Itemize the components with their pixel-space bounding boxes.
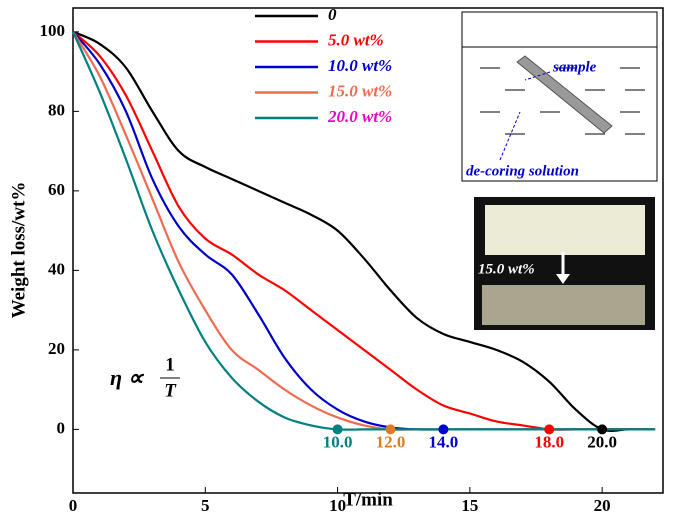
x-tick-label: 0 xyxy=(69,496,78,511)
end-marker-label: 10.0 xyxy=(323,432,353,451)
end-marker-label: 20.0 xyxy=(587,432,617,451)
inset-photo: 15.0 wt% xyxy=(474,197,655,330)
y-tick-label: 80 xyxy=(48,100,65,119)
formula: η ∝ 1 T xyxy=(110,354,180,401)
legend-label: 10.0 wt% xyxy=(328,56,392,75)
x-tick-label: 10 xyxy=(329,496,346,511)
end-marker-label: 12.0 xyxy=(376,432,406,451)
legend-label: 15.0 wt% xyxy=(328,81,392,100)
solution-label: de-coring solution xyxy=(466,163,579,179)
sample-label: sample xyxy=(552,59,597,75)
legend-label: 0 xyxy=(328,5,337,24)
legend-label: 5.0 wt% xyxy=(328,30,384,49)
x-axis-label: T/min xyxy=(343,489,393,510)
inset-diagram: sample de-coring solution xyxy=(462,12,657,181)
photo-after xyxy=(482,285,645,325)
y-tick-label: 40 xyxy=(48,259,65,278)
end-marker-label: 18.0 xyxy=(534,432,564,451)
formula-lhs: η ∝ xyxy=(110,365,145,390)
y-axis-label: Weight loss/wt% xyxy=(8,182,29,319)
photo-before xyxy=(485,205,645,255)
formula-numerator: 1 xyxy=(165,354,175,375)
chart: Weight loss/wt% T/min sample de-coring s… xyxy=(0,0,673,511)
x-tick-label: 5 xyxy=(201,496,210,511)
x-tick-label: 15 xyxy=(461,496,478,511)
y-tick-label: 0 xyxy=(57,418,66,437)
y-tick-label: 100 xyxy=(40,21,66,40)
x-tick-label: 20 xyxy=(594,496,611,511)
formula-denominator: T xyxy=(164,380,177,401)
y-tick-label: 20 xyxy=(48,339,65,358)
y-tick-label: 60 xyxy=(48,180,65,199)
end-marker-label: 14.0 xyxy=(429,432,459,451)
photo-label: 15.0 wt% xyxy=(478,261,535,277)
legend-label: 20.0 wt% xyxy=(327,107,392,126)
